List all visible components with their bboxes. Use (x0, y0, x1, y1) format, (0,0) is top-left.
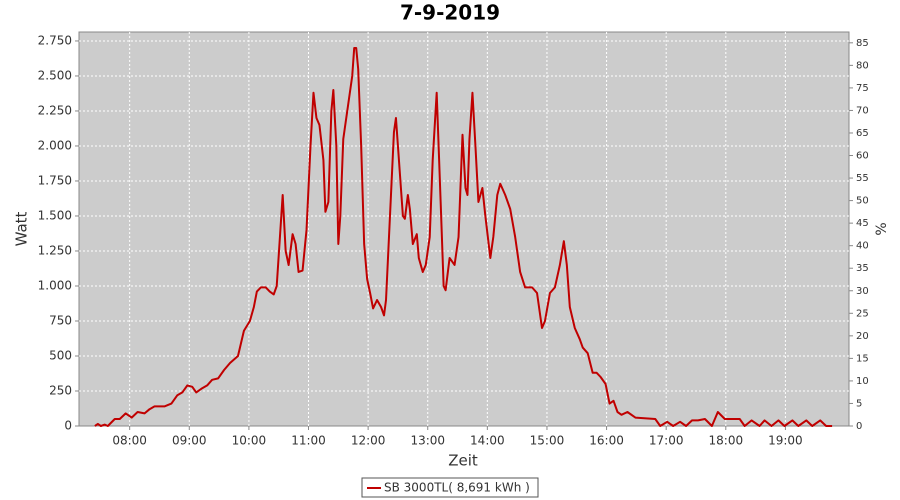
y-tick-label: 2.000 (38, 138, 72, 152)
y-tick-label: 2.500 (38, 68, 72, 82)
y-tick-label: 1.500 (38, 208, 72, 222)
x-tick-label: 14:00 (470, 434, 505, 448)
y2-axis-title: % (874, 222, 890, 235)
y2-tick-label: 65 (856, 128, 869, 139)
y2-tick-label: 70 (856, 105, 869, 116)
y-tick-label: 250 (49, 383, 72, 397)
x-tick-label: 19:00 (768, 434, 803, 448)
y-tick-label: 1.000 (38, 278, 72, 292)
y2-tick-label: 15 (856, 353, 869, 364)
x-tick-label: 15:00 (530, 434, 565, 448)
x-tick-label: 12:00 (351, 434, 386, 448)
y2-tick-label: 80 (856, 60, 869, 71)
y-axis-title: Watt (13, 211, 31, 246)
legend-box (361, 477, 539, 498)
y2-tick-label: 50 (856, 196, 869, 207)
y2-tick-label: 10 (856, 376, 869, 387)
x-tick-label: 17:00 (649, 434, 684, 448)
x-axis-title: Zeit (448, 452, 478, 470)
data-line (94, 46, 833, 427)
y2-tick-label: 45 (856, 218, 869, 229)
y2-tick-label: 0 (856, 421, 862, 432)
y2-tick-label: 40 (856, 241, 869, 252)
x-tick-label: 18:00 (709, 434, 744, 448)
y-tick-label: 1.750 (38, 173, 72, 187)
chart-title: 7-9-2019 (400, 1, 500, 25)
plot-area (78, 31, 850, 427)
x-tick-label: 16:00 (589, 434, 624, 448)
x-tick-label: 10:00 (232, 434, 267, 448)
legend: SB 3000TL( 8,691 kWh ) (361, 477, 539, 498)
y2-tick-label: 20 (856, 331, 869, 342)
y2-tick-label: 60 (856, 151, 869, 162)
y2-tick-label: 35 (856, 263, 869, 274)
x-tick-label: 13:00 (410, 434, 445, 448)
y2-tick-label: 55 (856, 173, 869, 184)
y2-tick-label: 85 (856, 38, 869, 49)
x-tick-label: 08:00 (112, 434, 147, 448)
y2-tick-label: 75 (856, 83, 869, 94)
y-tick-label: 750 (49, 313, 72, 327)
y-tick-label: 500 (49, 348, 72, 362)
y-tick-label: 2.750 (38, 33, 72, 47)
y2-tick-label: 30 (856, 286, 869, 297)
y-tick-label: 1.250 (38, 243, 72, 257)
x-tick-label: 11:00 (291, 434, 326, 448)
x-tick-label: 09:00 (172, 434, 207, 448)
y-tick-label: 2.250 (38, 103, 72, 117)
legend-label: SB 3000TL( 8,691 kWh ) (384, 481, 530, 495)
y2-tick-label: 5 (856, 398, 862, 409)
y-tick-label: 0 (64, 419, 72, 433)
y2-tick-label: 25 (856, 308, 869, 319)
